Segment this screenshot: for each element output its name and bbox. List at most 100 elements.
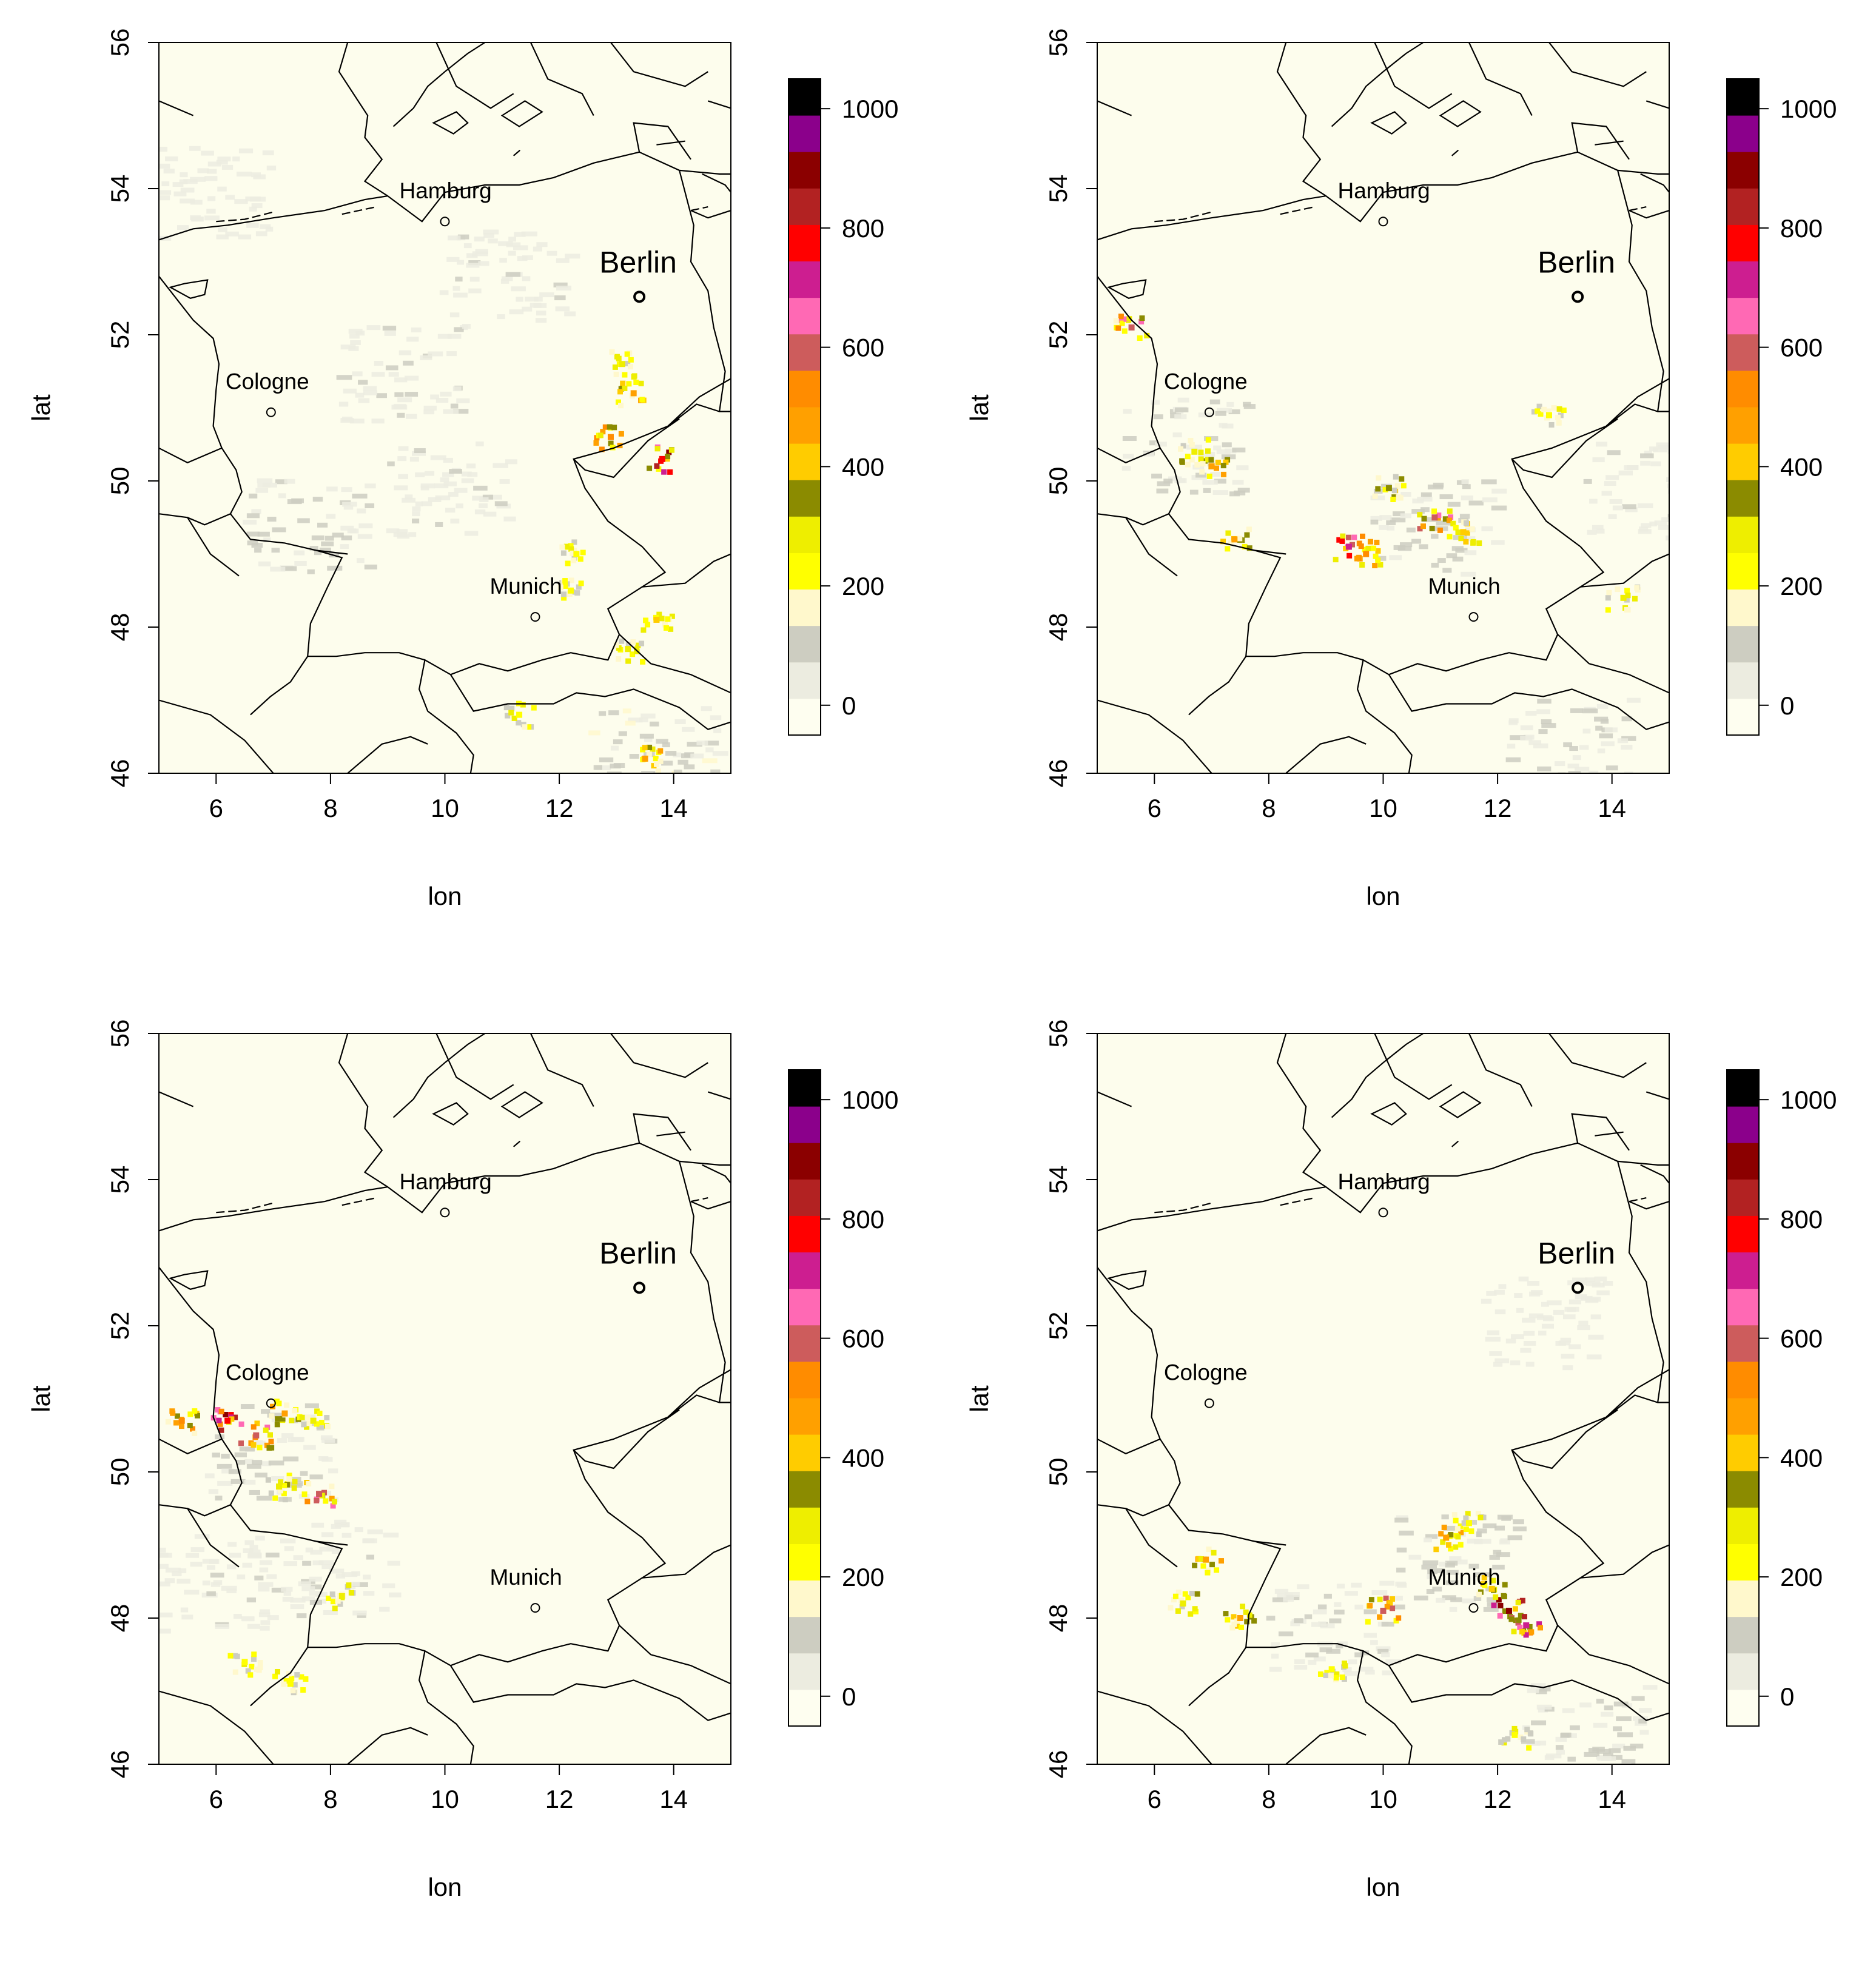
city-label: Munich [1428, 574, 1500, 599]
boundary-line [1388, 674, 1669, 730]
value-cell [207, 196, 216, 201]
value-cell [1193, 1608, 1199, 1614]
y-tick-label: 54 [106, 175, 134, 203]
color-legend-label: 1000 [842, 1086, 898, 1114]
city-hamburg: Hamburg [400, 178, 492, 227]
x-tick-label: 14 [659, 794, 688, 822]
value-cell [1706, 522, 1716, 526]
city-label: Hamburg [400, 178, 492, 203]
value-cell [1294, 1618, 1303, 1624]
value-cell [1389, 555, 1402, 560]
value-cell [208, 1489, 219, 1494]
value-cell [249, 1545, 258, 1550]
value-cell [1379, 525, 1389, 530]
hotspot [1372, 474, 1407, 503]
value-cell [321, 1564, 333, 1570]
value-cell [1587, 529, 1597, 535]
x-tick-label: 10 [1369, 1785, 1397, 1813]
value-cell [258, 1612, 271, 1617]
value-cell [1541, 406, 1547, 412]
value-cell [1523, 1622, 1530, 1629]
value-cell [1597, 748, 1605, 754]
value-cell [1320, 1623, 1335, 1628]
value-cell [1449, 1607, 1457, 1612]
value-cell [1437, 558, 1446, 563]
value-cell [310, 1584, 322, 1590]
value-cell [1588, 1334, 1604, 1340]
value-cell [292, 1682, 298, 1688]
value-cell [498, 241, 513, 246]
value-cell [317, 1411, 323, 1417]
value-cell [257, 1665, 263, 1671]
boundary-line [1640, 1164, 1669, 1184]
value-cell [1445, 1580, 1459, 1585]
value-cell [1431, 508, 1437, 514]
value-cell [274, 1422, 280, 1428]
value-cell [1446, 553, 1457, 559]
value-cell [659, 455, 665, 462]
value-cell [1475, 1511, 1481, 1517]
value-cell [425, 471, 435, 476]
value-cell [246, 513, 260, 519]
value-cell [1588, 1748, 1599, 1753]
value-cell [1225, 448, 1237, 454]
value-cell [284, 1402, 290, 1408]
value-cell [1326, 1648, 1341, 1654]
value-cell [323, 1610, 338, 1615]
color-legend-frame [788, 78, 821, 736]
value-cell [218, 1408, 224, 1414]
city-marker [633, 291, 646, 303]
value-cell [330, 1599, 336, 1605]
value-cell [661, 469, 667, 475]
x-axis-label: lon [428, 882, 462, 910]
value-cell [1518, 1613, 1524, 1619]
value-cell [264, 1424, 271, 1430]
boundary-line [1097, 1142, 1669, 1232]
value-cell [1123, 316, 1129, 322]
value-cell [1411, 539, 1422, 544]
boundary-line [1617, 170, 1664, 412]
boundary-line [1285, 736, 1367, 773]
value-cell [1481, 1298, 1492, 1304]
value-cell [468, 260, 481, 266]
hotspot [1113, 314, 1150, 341]
value-cell [669, 776, 683, 781]
value-cell [318, 1560, 334, 1565]
value-cell [1427, 1574, 1435, 1579]
value-cell [1447, 517, 1453, 523]
city-marker [1378, 1207, 1388, 1218]
value-cell [263, 537, 271, 543]
value-cell [645, 622, 651, 628]
value-cell [616, 645, 622, 651]
value-cell [1650, 461, 1661, 466]
value-cell [299, 1414, 305, 1420]
x-axis: 6 8 10 12 14 [209, 773, 688, 822]
value-cell [259, 1560, 272, 1565]
value-cell [633, 379, 639, 385]
value-cell [445, 508, 456, 513]
value-cell [1658, 525, 1669, 530]
value-cell [1217, 408, 1232, 413]
value-cell [1363, 1609, 1377, 1614]
value-cell [1123, 409, 1132, 414]
value-cell [1513, 1519, 1524, 1525]
value-cell [383, 1533, 399, 1538]
value-cell [684, 752, 694, 757]
value-cell [184, 1590, 200, 1595]
value-cell [1519, 1628, 1525, 1634]
value-cell [385, 365, 398, 371]
value-cell [159, 1612, 173, 1617]
value-cell [1498, 1739, 1504, 1745]
value-cell [1613, 1726, 1622, 1731]
value-cell [1177, 397, 1189, 403]
value-cell [450, 519, 460, 524]
value-cell [1436, 512, 1442, 519]
value-cell [1422, 1560, 1439, 1565]
boundary-line [1254, 1540, 1286, 1546]
value-cell [1305, 1652, 1319, 1658]
color-legend-swatch [788, 625, 821, 663]
value-cell [1485, 1337, 1501, 1342]
value-cell [594, 776, 606, 781]
color-legend-swatch [1727, 698, 1759, 736]
value-cell [271, 548, 280, 553]
